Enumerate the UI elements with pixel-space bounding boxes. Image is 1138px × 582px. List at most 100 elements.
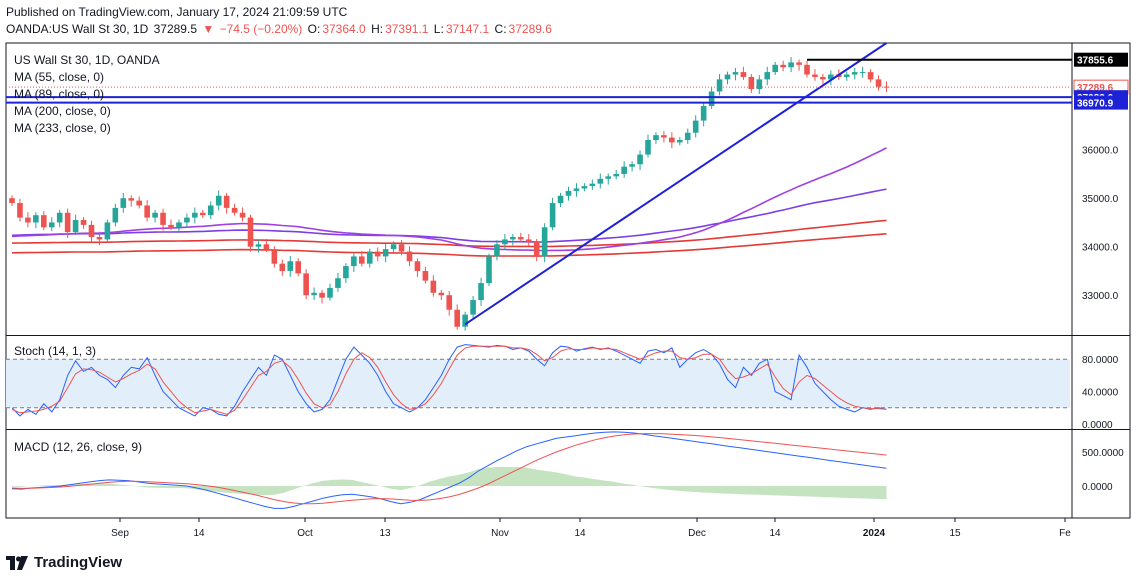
candle-body	[812, 74, 818, 77]
candle-body	[875, 79, 882, 87]
price-label: 37855.6	[1077, 56, 1114, 67]
candle-body	[48, 222, 55, 228]
candle-body	[152, 212, 158, 218]
candle-body	[327, 287, 333, 298]
candle-body	[748, 76, 755, 90]
legend-stoch: Stoch (14, 1, 3)	[14, 344, 97, 358]
candle-body	[17, 203, 23, 218]
candle-body	[176, 222, 182, 228]
stoch-tick-label: 80.0000	[1082, 355, 1119, 366]
stoch-tick-label: 0.0000	[1082, 420, 1113, 431]
price-tick-label: 35000.0	[1082, 194, 1119, 205]
candle-body	[120, 198, 127, 208]
candle-body	[351, 256, 357, 267]
legend-macd: MACD (12, 26, close, 9)	[14, 440, 143, 454]
candle-body	[621, 166, 627, 174]
candle-body	[518, 237, 524, 240]
candle-body	[637, 154, 643, 165]
candle-body	[263, 244, 270, 250]
legend-ma55: MA (55, close, 0)	[14, 70, 105, 84]
price-label-box	[1074, 52, 1128, 67]
candle-body	[223, 195, 230, 208]
ohlc-line: OANDA:US Wall St 30, 1D 37289.5 ▼ −74.5 …	[6, 21, 554, 38]
price-label-box	[1074, 95, 1128, 110]
candle-body	[303, 273, 309, 296]
candle-body	[820, 76, 826, 80]
candle-body	[708, 91, 715, 107]
candle-body	[160, 212, 166, 225]
candle-body	[64, 212, 71, 233]
trendline	[464, 42, 888, 326]
candle-body	[239, 212, 246, 218]
candle-body	[470, 300, 476, 315]
macd-tick-label: 500.0000	[1082, 448, 1124, 459]
candle-body	[128, 198, 135, 201]
macd-line	[11, 431, 887, 509]
published-line: Published on TradingView.com, January 17…	[6, 5, 348, 19]
candle-body	[41, 215, 47, 228]
candle-body	[295, 261, 301, 274]
plot-frame	[5, 42, 1131, 519]
time-tick-label: 14	[193, 528, 205, 539]
open-label: O:	[307, 22, 321, 36]
candle-body	[279, 263, 286, 271]
candle-body	[271, 249, 278, 264]
candle-body	[414, 261, 421, 271]
macd-signal-line	[11, 433, 887, 505]
close-label: C:	[494, 22, 507, 36]
candle-body	[104, 222, 111, 240]
candle-body	[398, 244, 405, 252]
candle-body	[231, 207, 238, 213]
candle-body	[589, 183, 596, 187]
ma55-line	[11, 147, 887, 252]
candle-body	[494, 244, 500, 257]
candle-body	[438, 292, 445, 296]
legend-ma200: MA (200, close, 0)	[14, 104, 111, 118]
time-tick-label: Oct	[297, 528, 313, 539]
candle-body	[788, 62, 794, 68]
candle-body	[724, 74, 731, 80]
candle-body	[200, 212, 206, 216]
candle-body	[796, 62, 802, 65]
candle-body	[255, 244, 262, 247]
candle-body	[192, 212, 198, 218]
candle-body	[462, 314, 468, 327]
candle-body	[311, 292, 317, 296]
high-value: 37391.1	[385, 22, 429, 36]
candle-body	[430, 280, 437, 293]
time-tick-label: 15	[949, 528, 961, 539]
candle-body	[335, 278, 341, 288]
candle-body	[525, 239, 532, 242]
change-value: −74.5 (−0.20%)	[219, 22, 303, 36]
candle-body	[653, 135, 659, 140]
candle-body	[804, 64, 810, 75]
candle-body	[661, 135, 667, 138]
price-tick-label: 33000.0	[1082, 291, 1119, 302]
candle-body	[96, 237, 103, 240]
candle-body	[374, 251, 381, 257]
candle-body	[207, 205, 214, 216]
candle-body	[446, 295, 453, 310]
ma233-line	[11, 233, 887, 257]
candle-body	[732, 72, 739, 75]
candle-body	[549, 203, 556, 228]
candle-body	[716, 79, 723, 92]
last-price: 37289.5	[153, 22, 197, 36]
candle-body	[764, 72, 771, 80]
chart-header: Published on TradingView.com, January 17…	[6, 4, 554, 38]
candle-body	[669, 137, 675, 143]
candle-body	[359, 256, 365, 264]
legend-title: US Wall St 30, 1D, OANDA	[14, 53, 160, 67]
time-tick-label: 14	[769, 528, 781, 539]
candle-body	[80, 220, 87, 225]
candle-body	[629, 164, 635, 167]
tradingview-logo[interactable]: TradingView	[6, 554, 122, 571]
candle-body	[9, 198, 15, 204]
candle-body	[780, 64, 786, 68]
symbol-label: OANDA:US Wall St 30, 1D	[6, 22, 149, 36]
candle-body	[677, 140, 683, 143]
stoch-k-line	[11, 344, 887, 417]
candle-body	[88, 224, 95, 237]
candle-body	[867, 72, 874, 80]
